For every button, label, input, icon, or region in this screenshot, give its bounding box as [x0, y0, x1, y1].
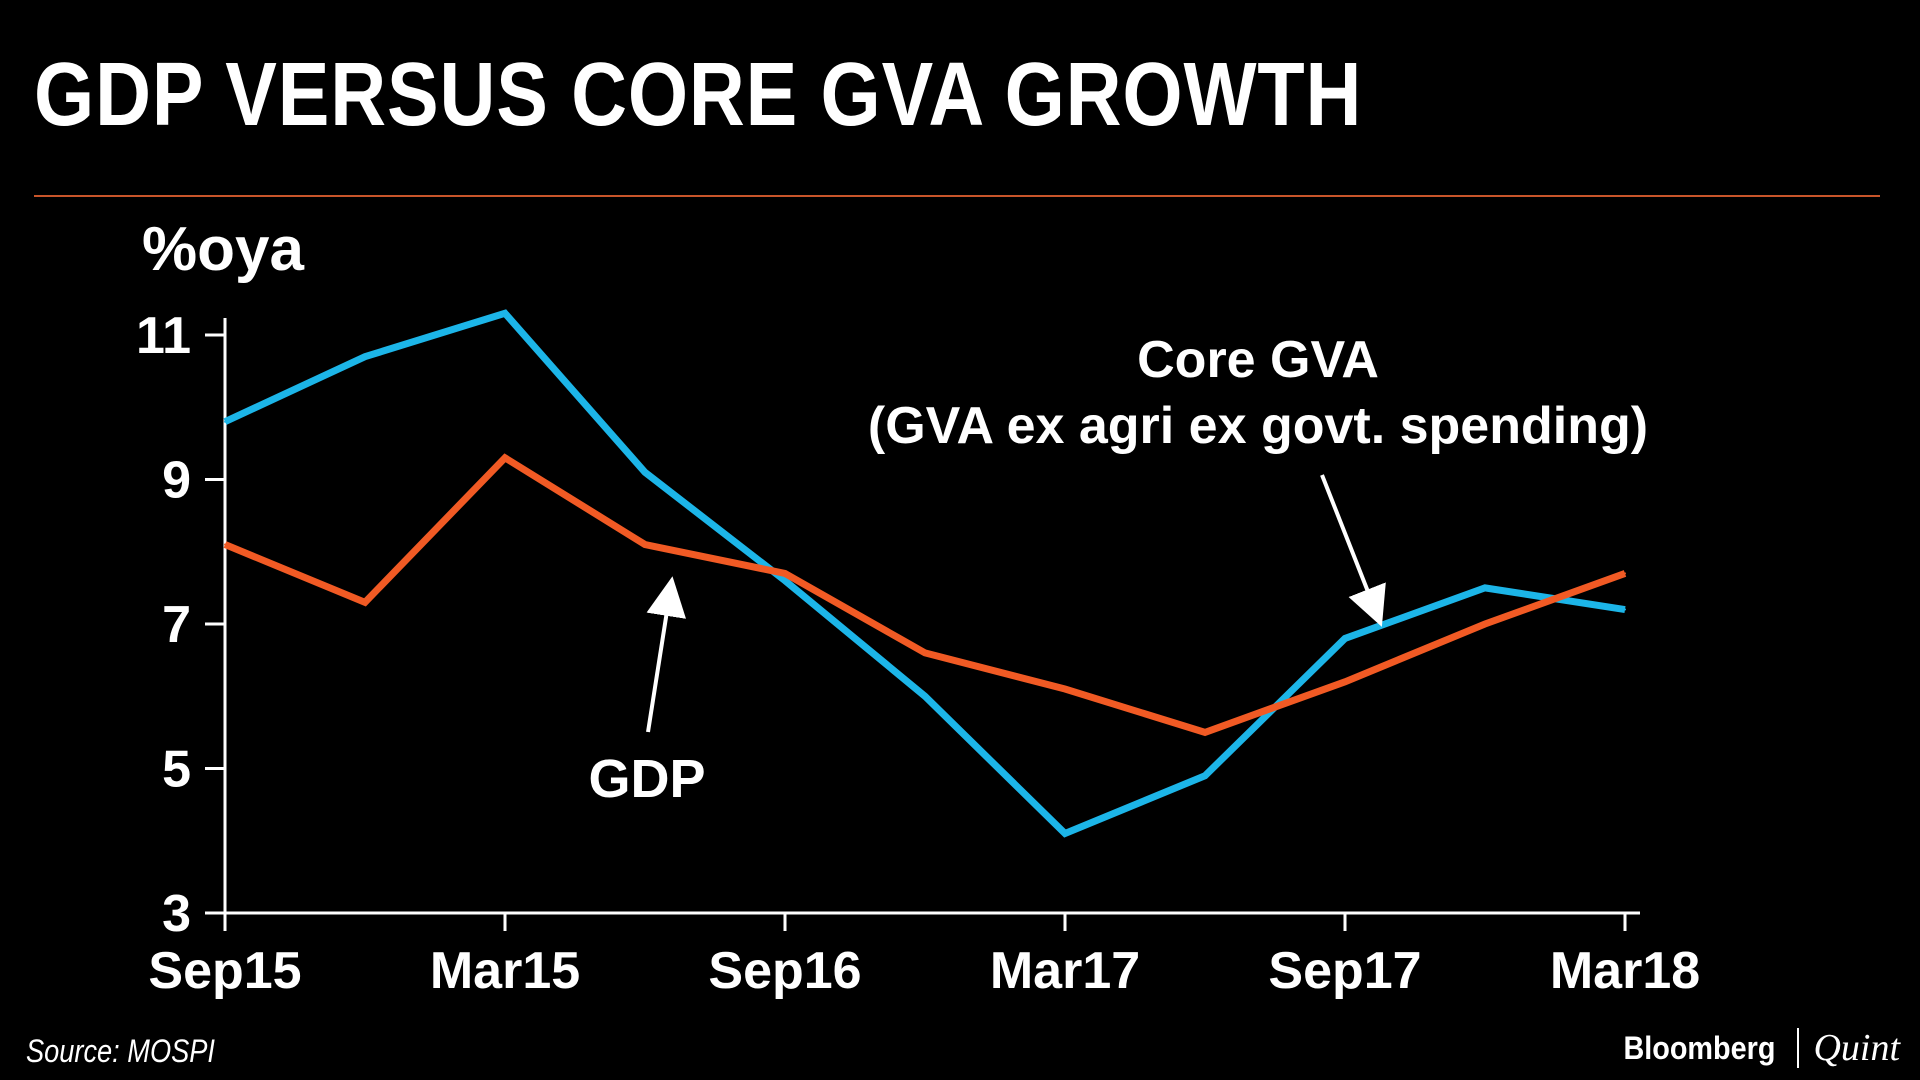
- title-rule: [34, 195, 1880, 197]
- data-point-gdp: [224, 543, 226, 546]
- data-point-gdp: [1064, 688, 1066, 691]
- data-point-gdp: [364, 601, 366, 604]
- brand-logo: Bloomberg Quint: [1615, 1026, 1900, 1070]
- gdp-label: GDP: [588, 749, 705, 809]
- data-point-core_gva: [1344, 637, 1346, 640]
- x-tick-label: Mar17: [990, 942, 1140, 1000]
- data-point-gdp: [1204, 731, 1206, 734]
- data-point-core_gva: [1204, 774, 1206, 777]
- x-tick-label: Sep16: [708, 942, 861, 1000]
- data-point-gdp: [924, 651, 926, 654]
- data-point-core_gva: [1064, 832, 1066, 835]
- data-point-core_gva: [504, 312, 506, 315]
- data-point-core_gva: [644, 471, 646, 474]
- brand-quint: Quint: [1813, 1027, 1900, 1069]
- series-line-gdp: [223, 453, 1627, 737]
- core-gva-label: Core GVA: [1137, 331, 1379, 389]
- line-chart: %oya 3 5 7 9 11 Sep15 Mar15 Sep16 Mar17 Sep17 Mar1…: [136, 215, 1700, 1000]
- data-point-core_gva: [1484, 586, 1486, 589]
- data-point-gdp: [1344, 680, 1346, 683]
- data-point-gdp: [1484, 623, 1486, 625]
- brand-bloomberg: Bloomberg: [1622, 1029, 1775, 1066]
- y-tick-label: 7: [162, 596, 191, 654]
- y-tick-label: 9: [162, 452, 191, 510]
- data-point-core_gva: [1624, 608, 1626, 611]
- x-tick-label: Mar15: [430, 942, 580, 1000]
- data-point-core_gva: [224, 420, 226, 423]
- y-axis-label: %oya: [142, 215, 304, 284]
- x-tick-label: Mar18: [1550, 942, 1700, 1000]
- y-tick-label: 5: [162, 741, 191, 799]
- brand-divider: [1797, 1028, 1800, 1068]
- series-line-core_gva: [223, 309, 1626, 838]
- y-tick-label: 3: [162, 885, 191, 943]
- data-point-core_gva: [784, 579, 786, 582]
- data-point-core_gva: [364, 355, 366, 358]
- gdp-arrow: [646, 576, 687, 733]
- data-point-gdp: [784, 572, 786, 575]
- x-tick-label: Sep15: [148, 942, 301, 1000]
- x-tick-label: Sep17: [1268, 942, 1421, 1000]
- data-point-gdp: [644, 543, 646, 546]
- data-point-gdp: [1624, 572, 1626, 575]
- data-point-gdp: [504, 456, 506, 459]
- page-title: GDP VERSUS CORE GVA GROWTH: [34, 45, 1363, 145]
- data-point-core_gva: [924, 695, 926, 698]
- y-tick-label: 11: [136, 307, 191, 365]
- core-gva-arrow: [1320, 474, 1386, 627]
- core-gva-sublabel: (GVA ex agri ex govt. spending): [868, 397, 1648, 455]
- source-note: Source: MOSPI: [26, 1033, 215, 1069]
